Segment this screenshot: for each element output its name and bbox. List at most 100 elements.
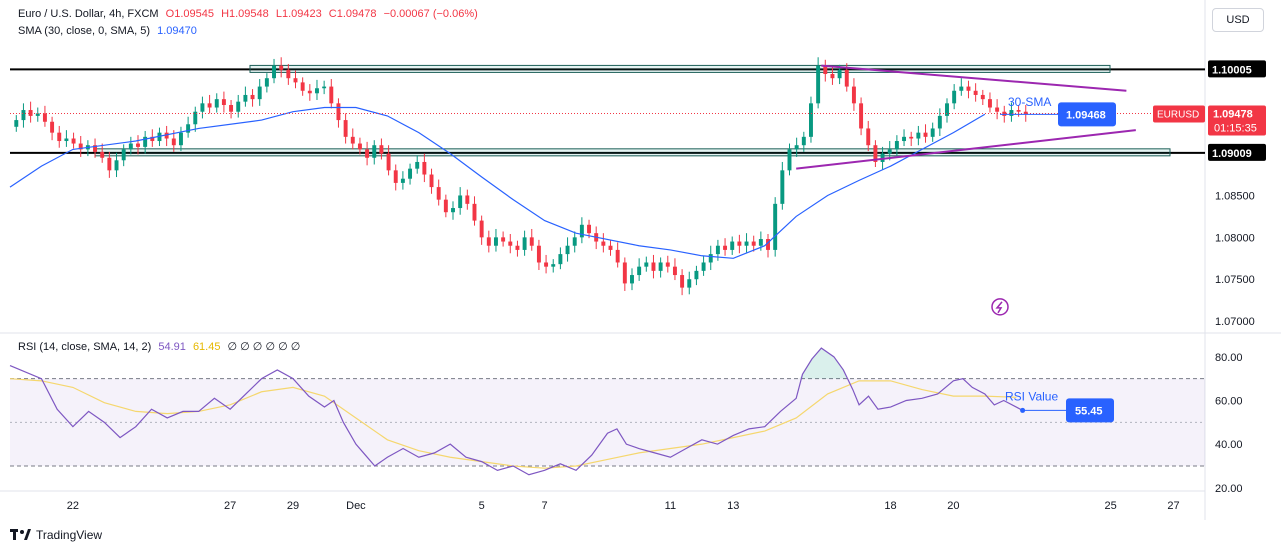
rsi-value-label: 55.45	[1075, 405, 1103, 417]
candle-body	[880, 153, 885, 162]
candle-body	[207, 103, 212, 108]
rsi-overbought-fill	[799, 348, 847, 379]
time-tick-label: 27	[1167, 500, 1179, 512]
candle-body	[408, 168, 413, 179]
candle-body	[1016, 110, 1021, 112]
candle-body	[773, 203, 778, 250]
candle-body	[665, 262, 670, 267]
rsi-tick-label: 20.00	[1215, 483, 1243, 495]
candle-body	[1009, 110, 1014, 116]
candle-body	[143, 136, 148, 147]
candle-body	[136, 143, 140, 147]
candle-body	[21, 110, 26, 121]
time-tick-label: Dec	[346, 500, 366, 512]
candle-body	[286, 69, 291, 79]
rsi-marker	[1020, 407, 1026, 413]
candle-body	[243, 94, 248, 102]
candle-body	[945, 103, 949, 116]
sma-annotation-label: 30-SMA	[1008, 95, 1051, 109]
candle-body	[687, 279, 692, 288]
candle-body	[150, 136, 155, 142]
candle-body	[343, 120, 348, 137]
time-tick-label: 5	[479, 500, 485, 512]
time-tick-label: 7	[542, 500, 548, 512]
candle-body	[572, 237, 577, 246]
candle-body	[443, 199, 448, 213]
ohlc-high: H1.09548	[221, 8, 269, 20]
candle-body	[293, 78, 298, 83]
candle-body	[923, 132, 928, 137]
candle-body	[458, 195, 463, 209]
level-zone	[249, 64, 1111, 73]
ohlc-low: L1.09423	[275, 8, 322, 20]
candle-body	[887, 149, 892, 154]
candle-body	[744, 241, 749, 246]
candle-body	[708, 254, 713, 263]
sma-value-box	[1058, 102, 1116, 127]
candle-body	[64, 138, 69, 142]
candle-body	[658, 262, 663, 271]
current-price-tag	[1208, 105, 1266, 136]
sma-legend: SMA (30, close, 0, SMA, 5) 1.09470	[18, 25, 201, 37]
candle-body	[980, 94, 985, 100]
candle-body	[164, 132, 169, 139]
candle-body	[837, 69, 842, 79]
ohlc-open: O1.09545	[165, 8, 214, 20]
candle-body	[472, 203, 477, 221]
candle-body	[336, 103, 341, 121]
candle-body	[637, 266, 642, 276]
symbol-title: Euro / U.S. Dollar, 4h, FXCM	[18, 8, 159, 20]
candle-body	[816, 65, 821, 104]
rsi-tick-label: 60.00	[1215, 395, 1243, 407]
price-tick-label: 1.08000	[1215, 232, 1255, 244]
candle-body	[680, 275, 685, 288]
sma-line	[9, 106, 986, 259]
candle-body	[622, 262, 627, 284]
candle-body	[851, 86, 856, 104]
candle-body	[930, 128, 935, 137]
candle-body	[178, 132, 183, 146]
currency-button[interactable]: USD	[1212, 8, 1264, 32]
candle-body	[264, 78, 269, 87]
tradingview-label: TradingView	[36, 528, 103, 542]
candle-body	[601, 241, 606, 246]
ohlc-close: C1.09478	[328, 8, 377, 20]
candle-body	[794, 145, 799, 150]
level-tag	[1208, 143, 1266, 161]
candle-body	[1023, 111, 1028, 115]
candle-body	[451, 208, 455, 213]
candle-body	[758, 239, 763, 246]
candle-body	[400, 178, 405, 183]
candle-body	[809, 103, 813, 137]
candle-body	[279, 65, 284, 70]
candle-body	[357, 143, 362, 150]
candle-body	[107, 157, 112, 171]
candle-body	[844, 69, 849, 87]
time-tick-label: 29	[287, 500, 299, 512]
candle-body	[902, 136, 907, 142]
candle-body	[221, 99, 226, 106]
candle-body	[830, 74, 835, 79]
tradingview-brand[interactable]: TradingView	[10, 528, 102, 542]
candle-body	[100, 151, 105, 158]
candle-body	[823, 65, 828, 75]
candle-body	[536, 245, 541, 263]
candle-body	[493, 237, 498, 246]
candle-body	[465, 195, 470, 204]
candle-body	[272, 65, 276, 79]
candle-body	[186, 124, 191, 133]
candle-body	[873, 145, 878, 162]
candle-body	[14, 120, 19, 127]
rsi-line	[9, 347, 1023, 476]
sma-legend-value: 1.09470	[157, 25, 197, 37]
candle-body	[558, 254, 563, 265]
candle-body	[916, 132, 921, 139]
lightning-icon	[991, 298, 1009, 316]
time-tick-label: 13	[727, 500, 739, 512]
candle-body	[422, 161, 427, 175]
candle-body	[121, 149, 126, 161]
candle-body	[35, 113, 40, 116]
candle-body	[672, 266, 677, 276]
candle-body	[393, 170, 398, 183]
